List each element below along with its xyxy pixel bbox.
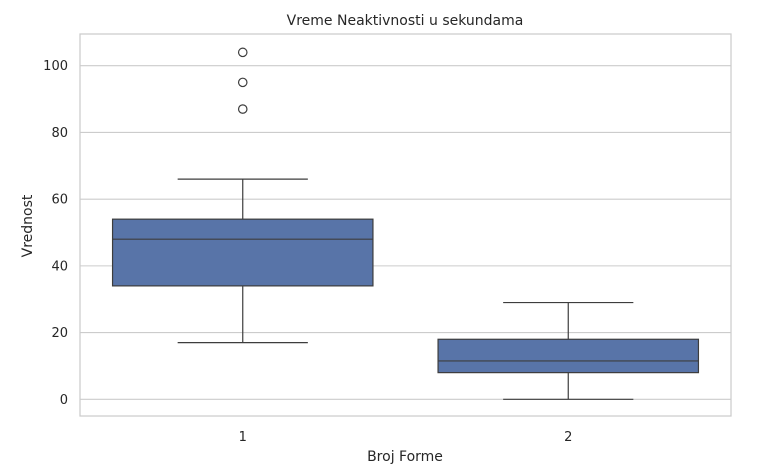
x-tick-label: 1 xyxy=(239,430,247,445)
y-tick-label: 80 xyxy=(51,126,68,141)
plot-frame xyxy=(79,33,732,417)
boxes xyxy=(111,47,700,400)
x-tick-label: 2 xyxy=(564,430,572,445)
y-tick-label: 20 xyxy=(51,326,68,341)
iqr-box xyxy=(111,218,374,287)
y-tick-label: 100 xyxy=(43,59,68,74)
outlier-point xyxy=(237,77,248,88)
y-tick-label: 40 xyxy=(51,259,68,274)
box-group-2 xyxy=(437,301,700,400)
y-tick-label: 60 xyxy=(51,193,68,208)
chart-title: Vreme Neaktivnosti u sekundama xyxy=(287,13,524,29)
outlier-point xyxy=(237,104,248,114)
outlier-point xyxy=(237,47,248,58)
iqr-box xyxy=(437,338,700,374)
box-group-1 xyxy=(111,47,374,344)
y-tick-label: 0 xyxy=(60,393,68,408)
x-axis-title: Broj Forme xyxy=(367,449,443,465)
y-tick-labels: 0 20 40 60 80 100 xyxy=(43,59,68,408)
y-axis-title: Vrednost xyxy=(20,194,36,257)
